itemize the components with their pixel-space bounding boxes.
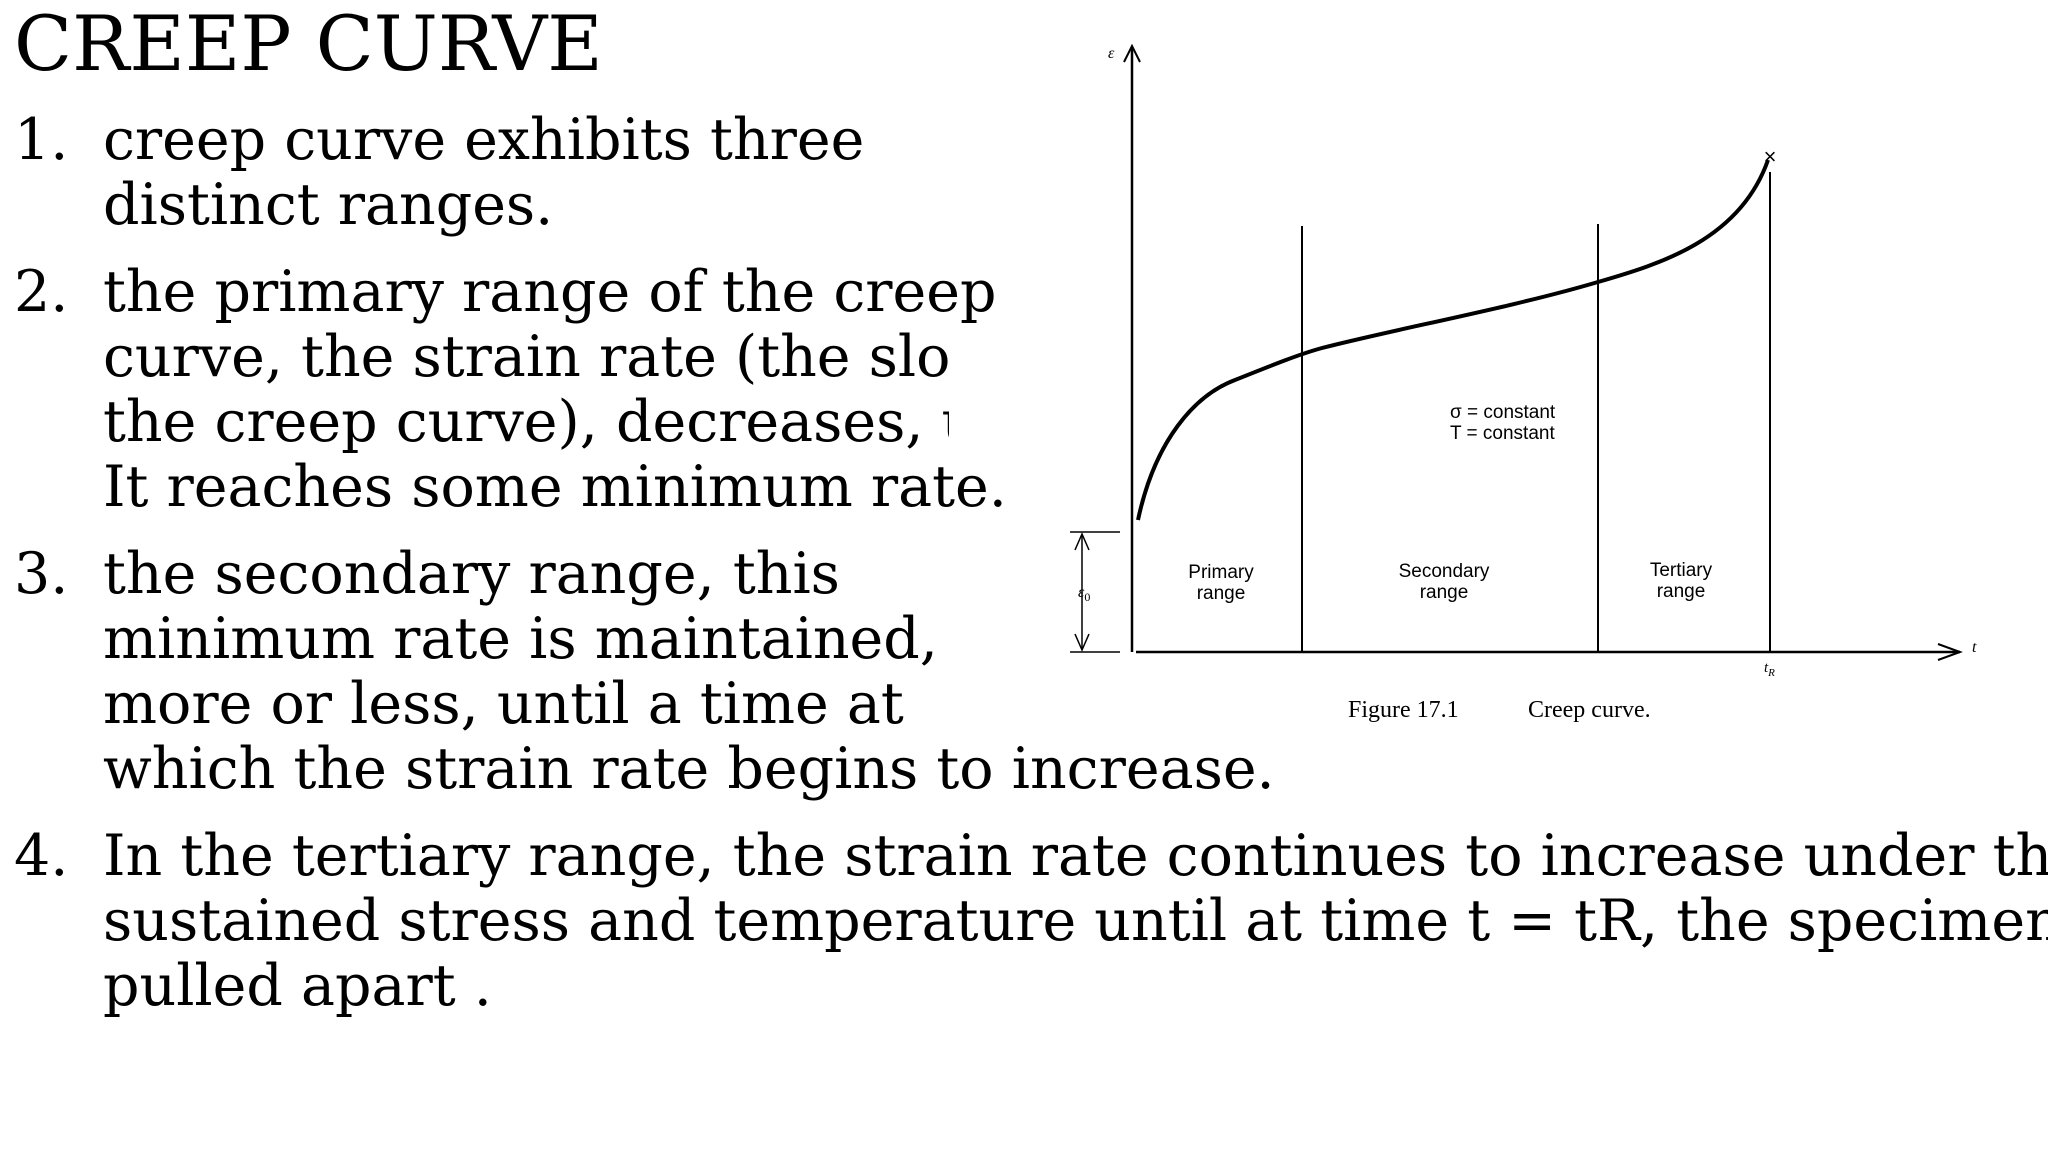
tertiary-range-label-2: range — [1657, 581, 1706, 602]
item-line: pulled apart . — [103, 953, 492, 1019]
item-line: creep curve exhibits three — [103, 107, 865, 173]
y-axis-label: ε — [1108, 45, 1115, 62]
epsilon0-arrow-up — [1074, 532, 1090, 551]
figure-caption-text: Creep curve. — [1528, 697, 1651, 723]
x-axis-arrow — [1937, 643, 1963, 661]
bullet-list: 1. creep curve exhibits three distinct r… — [14, 107, 2048, 1048]
slide-title: CREEP CURVE — [14, 0, 603, 88]
creep-curve-line — [1136, 159, 1770, 521]
epsilon0-label: ε0 — [1078, 584, 1090, 604]
creep-curve-figure: ε t × ε0 σ = constant T = constant Prima… — [1060, 40, 2000, 740]
stress-condition-label: σ = constant — [1450, 402, 1556, 423]
figure-caption-number: Figure 17.1 — [1348, 697, 1459, 723]
item-line: sustained stress and temperature until a… — [103, 888, 2048, 954]
item-line: the creep curve), decreases, until — [103, 390, 949, 455]
item-line: It reaches some minimum rate. — [103, 454, 1007, 520]
item-number: 4. — [14, 823, 69, 889]
fracture-marker: × — [1764, 144, 1777, 169]
primary-range-label-2: range — [1197, 583, 1246, 604]
item-line: distinct ranges. — [103, 172, 554, 238]
item-number: 1. — [14, 107, 69, 173]
secondary-range-label-2: range — [1420, 582, 1469, 603]
rupture-time-label: tR — [1764, 660, 1775, 679]
secondary-range-label: Secondary — [1399, 561, 1490, 582]
item-number: 3. — [14, 541, 69, 607]
x-axis-label: t — [1972, 639, 1977, 656]
creep-curve-diagram: ε t × ε0 σ = constant T = constant Prima… — [1070, 43, 1977, 723]
y-axis-arrow — [1123, 43, 1141, 63]
temperature-condition-label: T = constant — [1450, 423, 1555, 444]
item-line: In the tertiary range, the strain rate c… — [103, 823, 2048, 889]
epsilon0-arrow-down — [1074, 633, 1090, 652]
item-line: curve, the strain rate (the slope of — [103, 325, 949, 390]
primary-range-label: Primary — [1188, 562, 1254, 583]
item-line: the primary range of the creep — [103, 259, 997, 325]
item-line: minimum rate is maintained, — [103, 606, 938, 672]
tertiary-range-label: Tertiary — [1650, 560, 1713, 581]
item-line: the secondary range, this — [103, 541, 840, 607]
item-number: 2. — [14, 259, 69, 325]
item-line: more or less, until a time at — [103, 671, 904, 737]
item-line: which the strain rate begins to increase… — [103, 736, 1275, 802]
